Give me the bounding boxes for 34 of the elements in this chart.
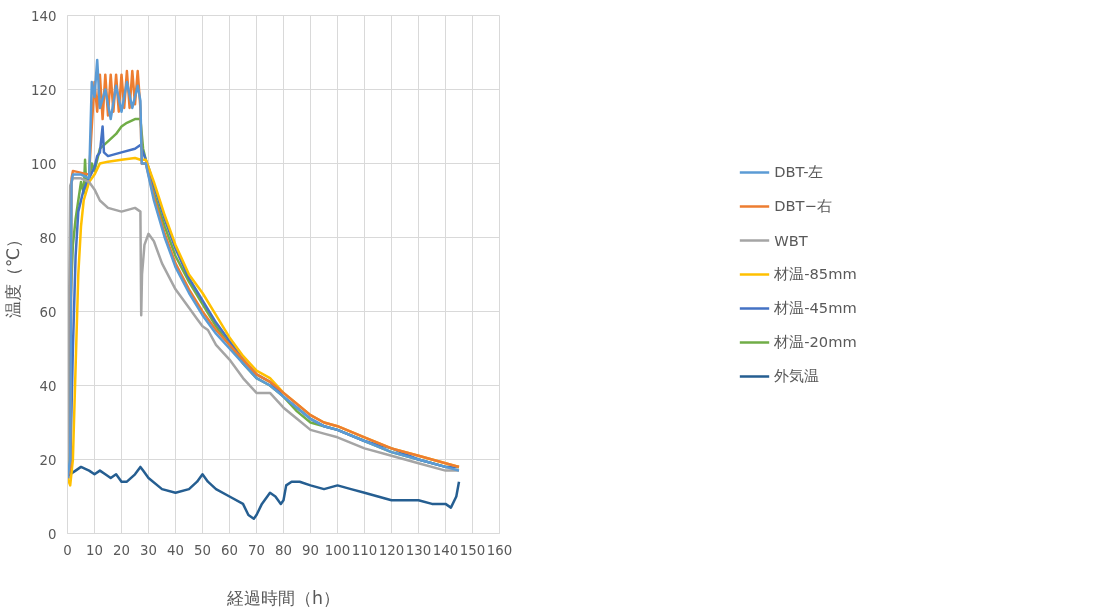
x-tick-label: 10 bbox=[86, 542, 103, 558]
y-axis-title: 温度（℃） bbox=[3, 230, 24, 319]
x-tick-label: 150 bbox=[459, 542, 486, 558]
y-tick-label: 20 bbox=[39, 452, 57, 468]
y-tick-label: 60 bbox=[39, 304, 57, 320]
y-tick-label: 0 bbox=[48, 526, 57, 542]
x-tick-label: 90 bbox=[302, 542, 319, 558]
y-tick-label: 140 bbox=[31, 8, 57, 24]
legend-label: DBT-左 bbox=[774, 162, 824, 182]
y-tick-label: 80 bbox=[39, 230, 57, 246]
x-tick-label: 30 bbox=[140, 542, 157, 558]
x-tick-label: 120 bbox=[378, 542, 405, 558]
x-tick-label: 80 bbox=[275, 542, 292, 558]
legend-label: 材温-20mm bbox=[774, 332, 857, 352]
legend-label: 材温-45mm bbox=[774, 298, 857, 318]
y-tick-label: 120 bbox=[31, 82, 57, 98]
x-tick-label: 40 bbox=[167, 542, 184, 558]
x-tick-label: 70 bbox=[248, 542, 265, 558]
x-tick-label: 60 bbox=[221, 542, 238, 558]
legend-label: 外気温 bbox=[774, 366, 820, 386]
y-tick-label: 40 bbox=[39, 378, 57, 394]
legend-label: 材温-85mm bbox=[774, 264, 857, 284]
x-tick-label: 100 bbox=[324, 542, 351, 558]
x-tick-label: 130 bbox=[405, 542, 432, 558]
x-tick-label: 0 bbox=[63, 542, 72, 558]
y-tick-label: 100 bbox=[31, 156, 57, 172]
x-tick-label: 160 bbox=[486, 542, 513, 558]
x-tick-label: 20 bbox=[113, 542, 130, 558]
x-tick-label: 110 bbox=[351, 542, 378, 558]
x-tick-label: 140 bbox=[432, 542, 459, 558]
legend-label: DBT−右 bbox=[774, 196, 832, 216]
x-axis-title: 経過時間（h） bbox=[226, 587, 340, 608]
x-tick-label: 50 bbox=[194, 542, 211, 558]
legend-label: WBT bbox=[774, 231, 808, 249]
